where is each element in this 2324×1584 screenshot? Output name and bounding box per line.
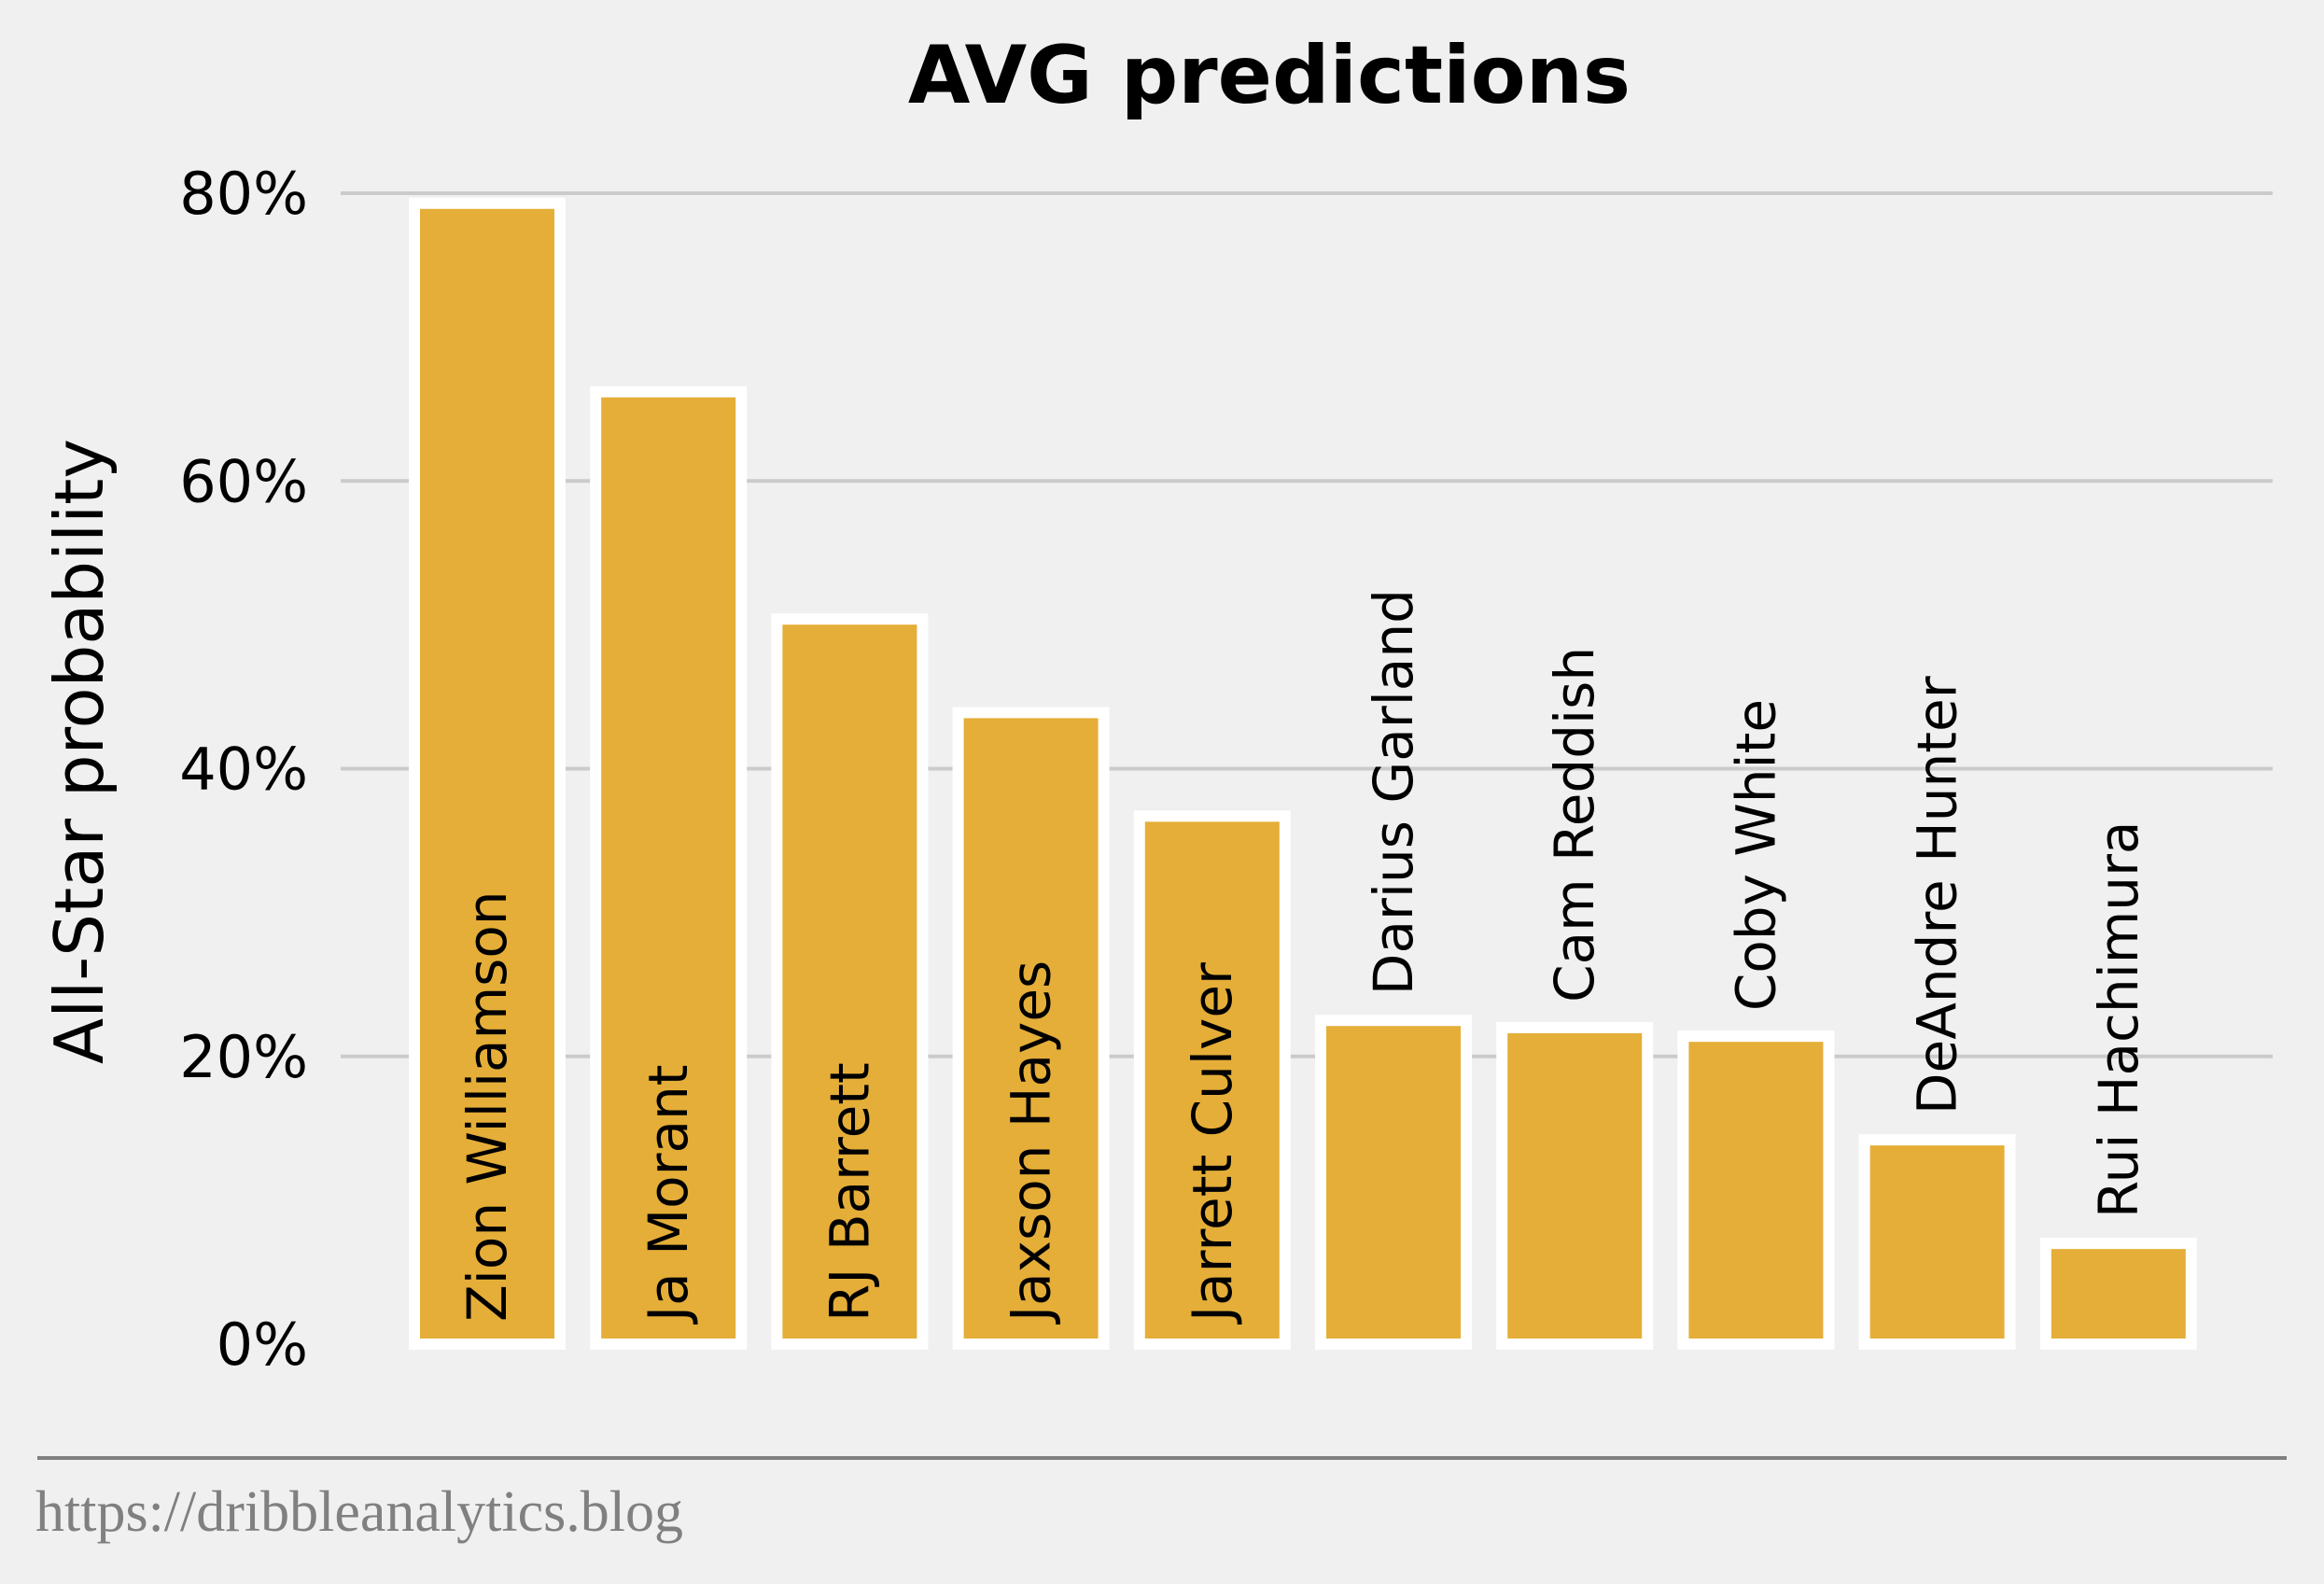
y-tick-label: 20% — [179, 1023, 308, 1091]
bar — [1858, 1134, 2016, 1350]
bar — [1315, 1015, 1472, 1350]
bar — [409, 197, 566, 1351]
bar-label: Darius Garland — [1362, 589, 1425, 995]
bar-labels: Zion Williamson Ja Morant RJ Barrett Jaxson… — [455, 589, 2150, 1325]
bar-label: RJ Barrett — [818, 1062, 881, 1322]
bar — [590, 385, 748, 1350]
bar-label: DeAndre Hunter — [1906, 676, 1969, 1114]
y-tick-label: 80% — [179, 160, 308, 228]
y-tick-label: 40% — [179, 736, 308, 804]
footer-source-text: https://dribbleanalytics.blog — [35, 1480, 683, 1544]
bar — [952, 707, 1110, 1350]
bar-label: Rui Hachimura — [2087, 821, 2150, 1219]
y-tick-labels: 0% 20% 40% 60% 80% — [179, 160, 308, 1379]
bar — [1133, 810, 1291, 1350]
y-axis-label: All-Star probability — [40, 439, 119, 1064]
bar — [1677, 1030, 1835, 1350]
y-tick-label: 60% — [179, 447, 308, 515]
bar — [1496, 1021, 1654, 1351]
bars — [409, 197, 2197, 1351]
bar — [771, 613, 929, 1350]
bar-label: Zion Williamson — [455, 890, 519, 1322]
y-tick-label: 0% — [217, 1311, 308, 1379]
bar-label: Coby White — [1724, 699, 1787, 1011]
bar-label: Cam Reddish — [1543, 647, 1606, 1002]
bar — [2039, 1238, 2197, 1351]
bar-label: Jarrett Culver — [1181, 962, 1244, 1325]
bar-label: Jaxson Hayes — [1000, 960, 1063, 1325]
bar-label: Ja Morant — [637, 1065, 700, 1325]
chart-title: AVG predictions — [908, 29, 1631, 122]
